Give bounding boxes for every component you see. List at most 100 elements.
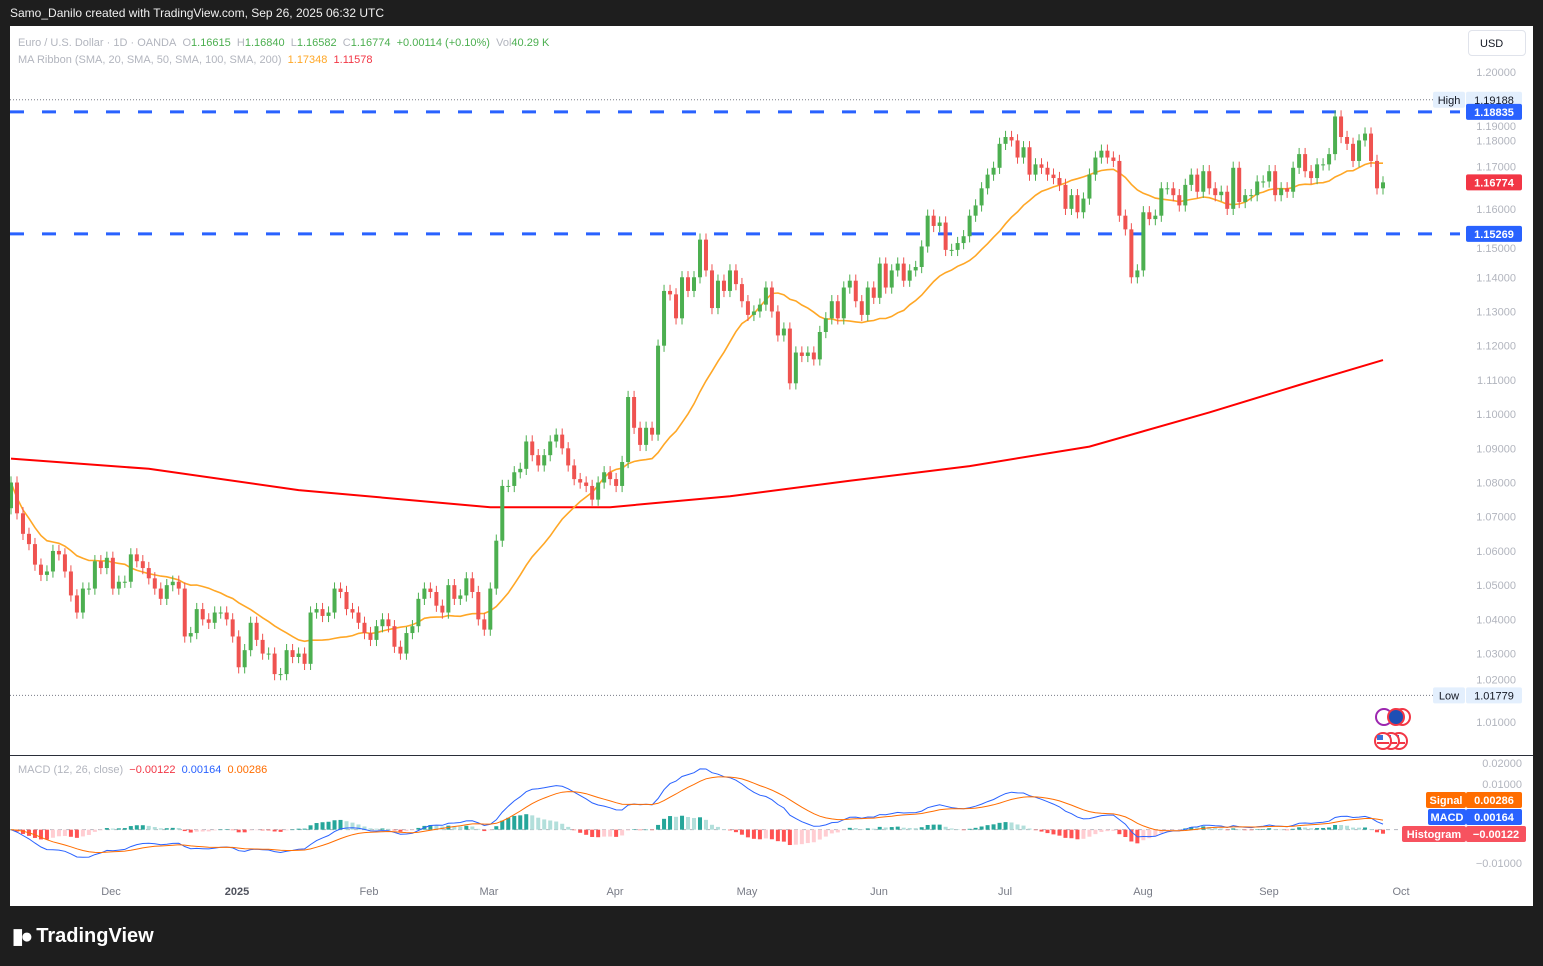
- candle[interactable]: [500, 479, 505, 547]
- candle[interactable]: [703, 233, 708, 277]
- candle[interactable]: [1003, 130, 1008, 150]
- candle[interactable]: [1171, 182, 1176, 202]
- candle[interactable]: [811, 346, 816, 366]
- candle[interactable]: [386, 613, 391, 633]
- macd-line[interactable]: [10, 768, 1384, 858]
- candle[interactable]: [1153, 209, 1158, 226]
- currency-button[interactable]: USD: [1468, 30, 1526, 56]
- candle[interactable]: [32, 537, 37, 571]
- candle[interactable]: [584, 476, 589, 493]
- candle[interactable]: [38, 558, 43, 582]
- chart-frame[interactable]: [10, 26, 1533, 906]
- candle[interactable]: [1285, 182, 1290, 198]
- candle[interactable]: [1045, 161, 1050, 181]
- candle[interactable]: [757, 298, 762, 318]
- price-pane[interactable]: [9, 99, 1460, 696]
- candle[interactable]: [656, 339, 661, 441]
- candle[interactable]: [1039, 158, 1044, 174]
- candle[interactable]: [1123, 209, 1128, 236]
- candle[interactable]: [1021, 141, 1026, 164]
- candle[interactable]: [775, 305, 780, 342]
- candle[interactable]: [170, 575, 175, 592]
- candle[interactable]: [1297, 147, 1302, 174]
- candle[interactable]: [650, 421, 655, 441]
- candle[interactable]: [686, 271, 691, 298]
- candle[interactable]: [488, 582, 493, 636]
- candle[interactable]: [626, 390, 631, 469]
- candle[interactable]: [122, 575, 127, 588]
- candle[interactable]: [86, 582, 91, 595]
- candle[interactable]: [542, 449, 547, 472]
- candle[interactable]: [356, 606, 361, 629]
- candle[interactable]: [1273, 165, 1278, 202]
- candle[interactable]: [1213, 182, 1218, 202]
- candle[interactable]: [1105, 144, 1110, 164]
- candle[interactable]: [1315, 158, 1320, 185]
- candle[interactable]: [140, 555, 145, 575]
- candle[interactable]: [769, 281, 774, 318]
- candle[interactable]: [1255, 175, 1260, 202]
- candle[interactable]: [1087, 168, 1092, 205]
- tradingview-logo[interactable]: ▮● TradingView: [12, 924, 154, 949]
- candle[interactable]: [614, 472, 619, 493]
- candle[interactable]: [470, 572, 475, 599]
- symbol-title[interactable]: Euro / U.S. Dollar · 1D · OANDA: [18, 37, 177, 49]
- macd-pane[interactable]: [9, 768, 1460, 858]
- candle[interactable]: [218, 606, 223, 619]
- candle[interactable]: [733, 264, 738, 291]
- candle[interactable]: [859, 295, 864, 322]
- candle[interactable]: [362, 616, 367, 640]
- candle[interactable]: [632, 390, 637, 434]
- candle[interactable]: [518, 462, 523, 479]
- candle[interactable]: [973, 199, 978, 222]
- candle[interactable]: [1081, 192, 1086, 219]
- candle[interactable]: [482, 613, 487, 636]
- candle[interactable]: [254, 616, 259, 647]
- candle[interactable]: [985, 168, 990, 195]
- candle[interactable]: [931, 209, 936, 233]
- candle[interactable]: [512, 466, 517, 493]
- candle[interactable]: [404, 626, 409, 660]
- candle[interactable]: [20, 507, 25, 540]
- candle[interactable]: [895, 257, 900, 277]
- candle[interactable]: [715, 274, 720, 315]
- candle[interactable]: [1177, 189, 1182, 212]
- candle[interactable]: [320, 602, 325, 623]
- candle[interactable]: [751, 305, 756, 322]
- macd-title[interactable]: MACD (12, 26, close): [18, 764, 124, 776]
- candle[interactable]: [44, 565, 49, 582]
- candle[interactable]: [1063, 178, 1068, 215]
- candle[interactable]: [1057, 171, 1062, 192]
- candle[interactable]: [745, 295, 750, 322]
- candle[interactable]: [98, 555, 103, 575]
- candle[interactable]: [1279, 182, 1284, 202]
- candle[interactable]: [422, 582, 427, 605]
- candle[interactable]: [578, 472, 583, 489]
- candle[interactable]: [1249, 189, 1254, 202]
- candle[interactable]: [590, 479, 595, 506]
- candle[interactable]: [266, 647, 271, 660]
- candle[interactable]: [991, 161, 996, 181]
- candle[interactable]: [62, 548, 67, 578]
- candle[interactable]: [919, 240, 924, 274]
- candle[interactable]: [805, 346, 810, 363]
- candle[interactable]: [1381, 176, 1385, 195]
- candle[interactable]: [392, 620, 397, 653]
- candle[interactable]: [452, 579, 457, 605]
- candle[interactable]: [572, 459, 577, 486]
- candle[interactable]: [739, 277, 744, 308]
- candle[interactable]: [524, 435, 529, 475]
- economic-events[interactable]: [1374, 708, 1411, 750]
- candle[interactable]: [200, 602, 205, 626]
- candle[interactable]: [674, 288, 679, 325]
- candle[interactable]: [1243, 189, 1248, 209]
- candle[interactable]: [680, 271, 685, 325]
- candle[interactable]: [1189, 168, 1194, 192]
- candle[interactable]: [1009, 130, 1014, 147]
- candle[interactable]: [50, 544, 55, 578]
- candle[interactable]: [1135, 264, 1140, 284]
- candle[interactable]: [949, 243, 954, 257]
- candle[interactable]: [889, 264, 894, 294]
- candle[interactable]: [374, 620, 379, 647]
- candle[interactable]: [1195, 168, 1200, 198]
